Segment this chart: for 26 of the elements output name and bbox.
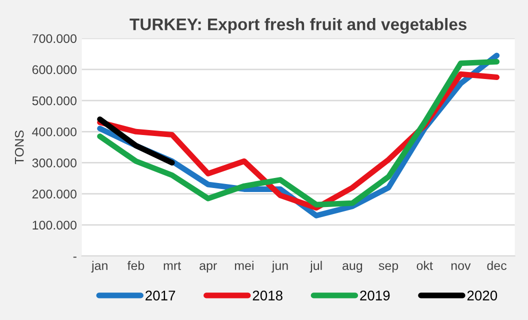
- y-tick-label: 700.000: [32, 34, 76, 44]
- x-tick-label: feb: [127, 260, 144, 270]
- x-tick-label: apr: [200, 263, 217, 273]
- x-tick-label: okt: [416, 260, 433, 270]
- y-tick-label: 500.000: [32, 96, 76, 106]
- chart-title: TURKEY: Export fresh fruit and vegetables: [130, 18, 467, 34]
- x-tick-label: mrt: [164, 262, 181, 270]
- y-tick-label: -: [73, 256, 76, 258]
- y-tick-label: 300.000: [32, 158, 76, 168]
- x-tick-label: aug: [342, 263, 362, 273]
- legend-label: 2017: [146, 290, 176, 300]
- y-axis-title: TONS: [14, 130, 24, 164]
- legend-label: 2019: [360, 290, 390, 300]
- x-tick-label: sep: [378, 263, 398, 273]
- y-tick-label: 100.000: [32, 220, 76, 230]
- legend-label: 2018: [252, 290, 282, 300]
- x-tick-label: mei: [234, 260, 254, 270]
- y-tick-label: 200.000: [32, 190, 76, 198]
- y-tick-label: 600.000: [32, 65, 76, 74]
- x-tick-label: dec: [487, 260, 507, 270]
- legend-label: 2020: [467, 290, 498, 300]
- x-tick-label: jun: [272, 260, 288, 273]
- x-tick-label: jul: [310, 260, 322, 273]
- x-tick-label: jan: [91, 260, 108, 273]
- x-tick-label: nov: [451, 263, 471, 270]
- y-tick-label: 400.000: [32, 127, 76, 136]
